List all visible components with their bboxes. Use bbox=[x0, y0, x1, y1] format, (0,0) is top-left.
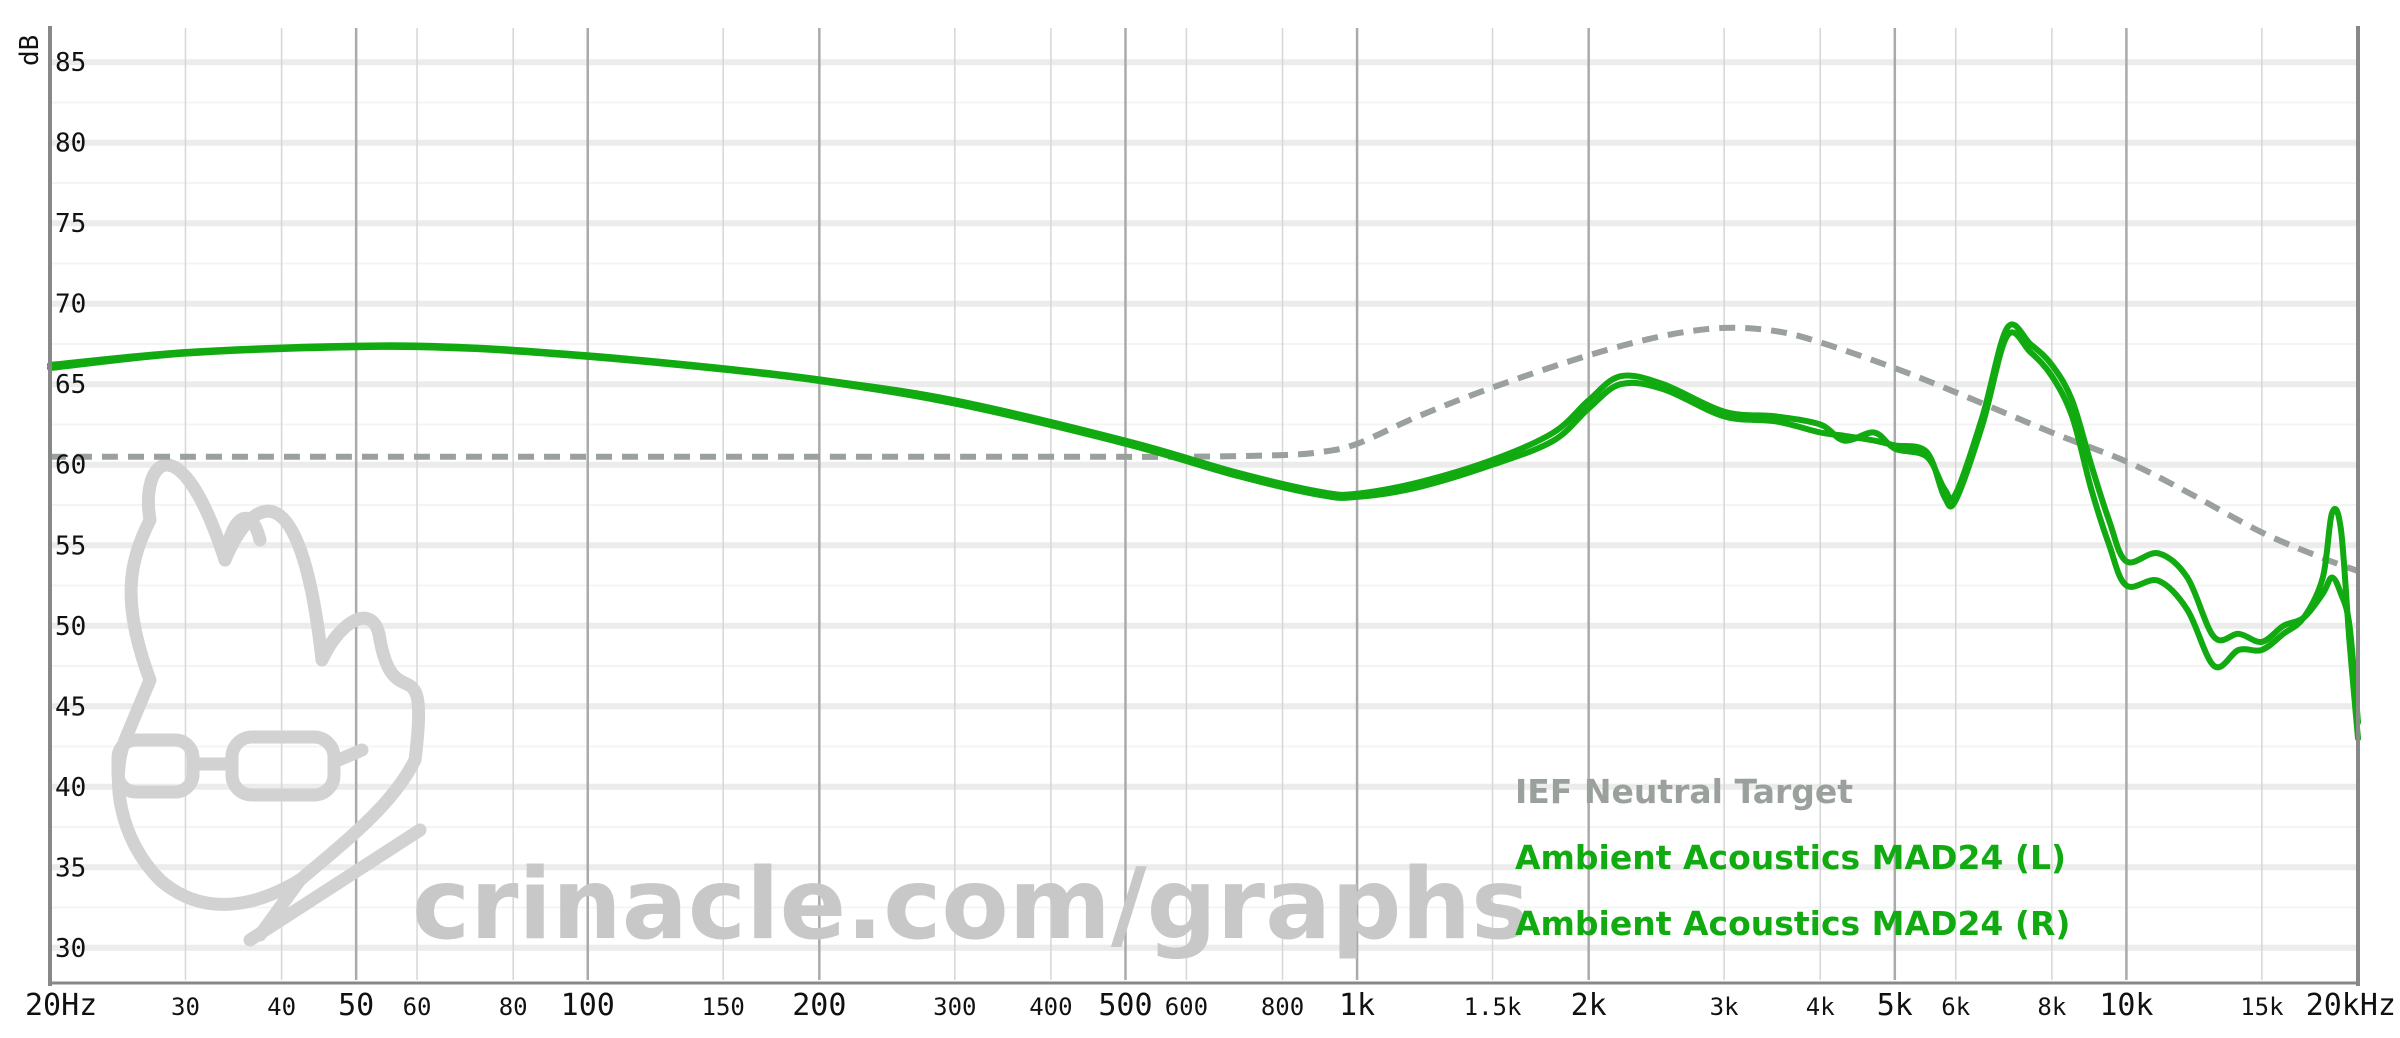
legend-item: IEF Neutral Target bbox=[1515, 772, 1853, 811]
x-tick-label: 2k bbox=[1571, 988, 1607, 1023]
series-line-0 bbox=[50, 324, 2360, 574]
y-tick-label: 60 bbox=[55, 451, 86, 481]
x-tick-label: 800 bbox=[1261, 993, 1304, 1021]
x-tick-label: 300 bbox=[933, 993, 976, 1021]
x-tick-label: 15k bbox=[2240, 993, 2284, 1021]
x-tick-label: 1.5k bbox=[1464, 993, 1522, 1021]
y-tick-label: 65 bbox=[55, 370, 86, 400]
y-tick-label: 45 bbox=[55, 692, 86, 722]
x-tick-label: 60 bbox=[403, 993, 432, 1021]
x-tick-label: 20kHz bbox=[2306, 988, 2396, 1023]
y-tick-label: 70 bbox=[55, 290, 86, 320]
y-tick-label: 40 bbox=[55, 773, 86, 803]
legend-item: Ambient Acoustics MAD24 (L) bbox=[1515, 838, 2066, 877]
y-axis-label: dB bbox=[15, 35, 45, 66]
x-tick-label: 80 bbox=[499, 993, 528, 1021]
x-tick-label: 40 bbox=[267, 993, 296, 1021]
legend: IEF Neutral Target Ambient Acoustics MAD2… bbox=[1515, 772, 2070, 943]
x-tick-label: 600 bbox=[1165, 993, 1208, 1021]
y-tick-label: 35 bbox=[55, 853, 86, 883]
plot-area bbox=[47, 321, 2361, 742]
legend-item: Ambient Acoustics MAD24 (R) bbox=[1515, 904, 2070, 943]
axes: 30 35 40 45 50 55 60 65 70 75 80 85 20Hz 30 40 50 60 80 10… bbox=[25, 26, 2396, 1023]
y-tick-label: 30 bbox=[55, 934, 86, 964]
x-tick-label: 4k bbox=[1806, 993, 1835, 1021]
x-tick-label: 3k bbox=[1710, 993, 1739, 1021]
x-tick-label: 500 bbox=[1098, 988, 1152, 1023]
x-tick-label: 30 bbox=[171, 993, 200, 1021]
x-tick-label: 200 bbox=[792, 988, 846, 1023]
y-tick-label: 80 bbox=[55, 129, 86, 159]
watermark-text: crinacle.com/graphs bbox=[412, 848, 1529, 962]
x-tick-label: 20Hz bbox=[25, 988, 97, 1023]
x-tick-label: 6k bbox=[1941, 993, 1970, 1021]
x-tick-label: 150 bbox=[702, 993, 745, 1021]
y-tick-label: 50 bbox=[55, 612, 86, 642]
x-tick-label: 400 bbox=[1029, 993, 1072, 1021]
y-tick-label: 55 bbox=[55, 531, 86, 561]
x-tick-label: 5k bbox=[1877, 988, 1913, 1023]
y-tick-label: 85 bbox=[55, 48, 86, 78]
crinacle-mascot-icon bbox=[111, 458, 427, 947]
x-tick-label: 10k bbox=[2099, 988, 2153, 1023]
series-line-2 bbox=[47, 329, 2361, 742]
y-tick-label: 75 bbox=[55, 209, 86, 239]
x-tick-label: 1k bbox=[1339, 988, 1375, 1023]
x-tick-label: 50 bbox=[338, 988, 374, 1023]
x-tick-label: 100 bbox=[561, 988, 615, 1023]
grid-lines bbox=[48, 28, 2360, 980]
x-tick-label: 8k bbox=[2037, 993, 2066, 1021]
